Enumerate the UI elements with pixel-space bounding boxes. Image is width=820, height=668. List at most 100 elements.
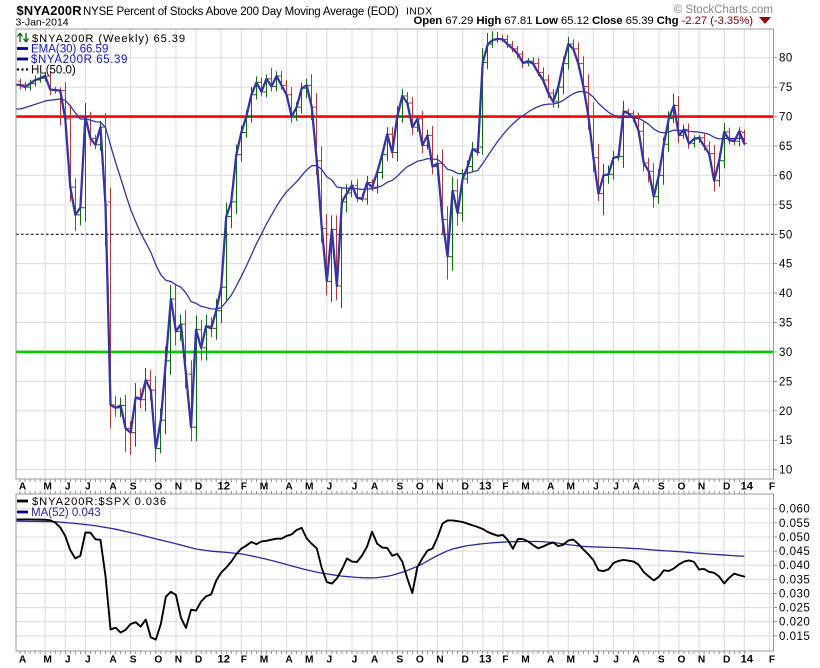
svg-text:A: A [371,655,379,666]
svg-text:M: M [260,482,269,493]
svg-text:J: J [326,655,332,666]
svg-text:O: O [677,482,685,493]
svg-text:10: 10 [779,465,793,477]
svg-text:© StockCharts.com: © StockCharts.com [674,4,773,16]
svg-text:14: 14 [741,654,754,666]
svg-text:0.035: 0.035 [779,574,810,586]
svg-text:J: J [352,482,358,493]
svg-text:M: M [567,482,576,493]
svg-text:A: A [547,482,555,493]
svg-text:$NYA200R 65.39: $NYA200R 65.39 [31,54,128,66]
svg-text:F: F [502,655,508,666]
svg-text:60: 60 [779,170,793,182]
svg-text:EMA(30) 66.59: EMA(30) 66.59 [31,44,108,56]
svg-text:14: 14 [741,481,754,493]
svg-text:S: S [658,655,665,666]
svg-text:0.050: 0.050 [779,532,810,544]
svg-text:N: N [698,482,705,493]
svg-text:3-Jan-2014: 3-Jan-2014 [16,17,69,29]
svg-text:A: A [547,655,555,666]
svg-text:20: 20 [779,406,793,418]
svg-text:M: M [521,482,530,493]
svg-text:0.045: 0.045 [779,546,810,558]
svg-text:A: A [19,655,27,666]
svg-text:70: 70 [779,112,793,124]
svg-text:D: D [723,482,730,493]
svg-text:S: S [396,482,403,493]
svg-text:S: S [658,482,665,493]
svg-text:$NYA200R (Weekly) 65.39: $NYA200R (Weekly) 65.39 [32,33,186,45]
svg-text:M: M [43,655,52,666]
svg-text:N: N [175,655,182,666]
svg-text:12: 12 [217,654,229,666]
svg-text:M: M [521,655,530,666]
svg-text:J: J [65,482,71,493]
svg-text:0.020: 0.020 [779,617,810,629]
svg-text:80: 80 [779,53,793,65]
svg-text:65: 65 [779,141,793,153]
svg-text:A: A [632,482,640,493]
svg-text:0.030: 0.030 [779,588,810,600]
svg-text:50: 50 [779,229,793,241]
svg-text:25: 25 [779,376,793,388]
svg-text:0.040: 0.040 [779,560,810,572]
svg-text:13: 13 [479,481,491,493]
svg-text:J: J [85,482,91,493]
svg-text:J: J [613,482,619,493]
svg-text:F: F [502,482,508,493]
svg-text:M: M [260,655,269,666]
svg-text:F: F [241,655,247,666]
svg-text:INDX: INDX [406,7,433,18]
svg-text:A: A [109,655,117,666]
svg-text:M: M [567,655,576,666]
svg-text:35: 35 [779,318,793,330]
svg-text:F: F [769,482,775,493]
svg-text:M: M [43,482,52,493]
svg-text:55: 55 [779,200,793,212]
svg-text:A: A [632,655,640,666]
svg-text:A: A [109,482,117,493]
svg-text:S: S [130,655,137,666]
svg-text:F: F [769,655,775,666]
svg-text:M: M [305,482,314,493]
svg-text:Open 67.29 High 67.81 Low 65.1: Open 67.29 High 67.81 Low 65.12 Close 65… [413,15,753,27]
svg-text:12: 12 [217,481,229,493]
svg-text:0.060: 0.060 [779,504,810,516]
svg-text:NYSE Percent of Stocks Above 2: NYSE Percent of Stocks Above 200 Day Mov… [83,6,399,18]
svg-text:45: 45 [779,259,793,271]
svg-text:A: A [371,482,379,493]
svg-text:30: 30 [779,347,793,359]
svg-text:J: J [326,482,332,493]
svg-text:13: 13 [479,654,491,666]
svg-text:MA(52) 0.043: MA(52) 0.043 [31,507,101,519]
svg-text:N: N [698,655,705,666]
svg-text:15: 15 [779,435,793,447]
svg-text:HL(50.0): HL(50.0) [31,65,76,77]
svg-text:J: J [593,655,599,666]
svg-text:A: A [19,482,27,493]
svg-text:N: N [436,482,443,493]
svg-text:J: J [65,655,71,666]
svg-text:O: O [416,655,424,666]
svg-text:A: A [285,655,293,666]
svg-text:J: J [613,655,619,666]
svg-text:75: 75 [779,82,793,94]
svg-text:O: O [154,482,162,493]
svg-text:0.015: 0.015 [779,631,810,643]
svg-text:A: A [285,482,293,493]
svg-text:F: F [241,482,247,493]
svg-text:J: J [85,655,91,666]
svg-text:0.055: 0.055 [779,518,810,530]
svg-text:O: O [154,655,162,666]
svg-text:O: O [416,482,424,493]
svg-text:M: M [305,655,314,666]
svg-text:$NYA200R: $NYA200R [17,3,82,18]
svg-text:D: D [461,482,468,493]
svg-text:$NYA200R:$SPX 0.036: $NYA200R:$SPX 0.036 [32,496,167,508]
svg-text:O: O [677,655,685,666]
svg-text:D: D [195,482,202,493]
svg-text:J: J [593,482,599,493]
svg-text:D: D [195,655,202,666]
svg-text:N: N [436,655,443,666]
svg-text:S: S [130,482,137,493]
